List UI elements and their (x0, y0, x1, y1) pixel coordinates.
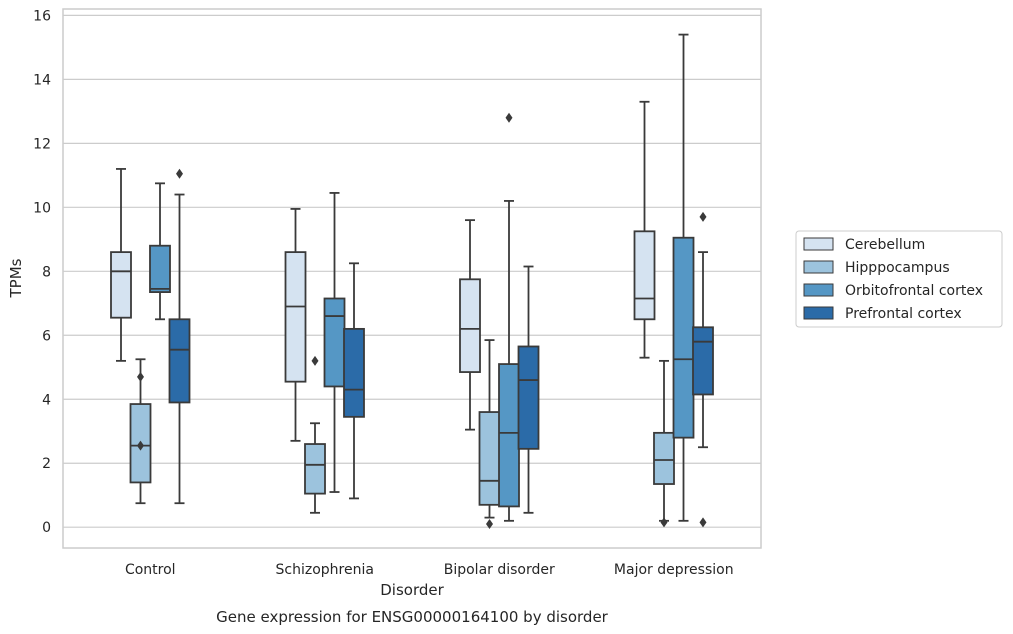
y-tick-label: 6 (42, 328, 51, 344)
box-iqr (323, 297, 346, 388)
outlier-point (137, 371, 144, 382)
box-iqr (149, 244, 171, 293)
box-orbitofrontal-cortex (498, 112, 520, 522)
y-tick-label: 14 (33, 72, 51, 88)
box-orbitofrontal-cortex (149, 182, 171, 321)
x-tick-label: Control (125, 562, 176, 578)
box-hipppocampus (653, 359, 675, 528)
y-axis-label: TPMs (7, 258, 25, 298)
outlier-point (699, 517, 707, 528)
box-iqr (459, 278, 481, 373)
legend-label: Prefrontal cortex (845, 306, 962, 322)
box-iqr (517, 345, 540, 450)
boxes-layer (110, 33, 714, 530)
box-prefrontal-cortex (343, 262, 365, 500)
legend-swatch (803, 237, 834, 251)
x-axis-label: Disorder (380, 581, 444, 599)
box-iqr (672, 236, 695, 439)
box-iqr (478, 411, 501, 506)
box-prefrontal-cortex (692, 211, 714, 528)
x-axis-ticks: Control Schizophrenia Bipolar disorder Majo… (125, 562, 734, 578)
box-hipppocampus (304, 355, 326, 514)
y-tick-label: 4 (42, 392, 51, 408)
x-tick-label: Bipolar disorder (444, 562, 555, 578)
outlier-point (311, 355, 319, 366)
box-orbitofrontal-cortex (323, 192, 346, 493)
box-cerebellum (284, 208, 307, 442)
legend: Cerebellum Hipppocampus Orbitofrontal cort… (795, 230, 1003, 328)
outlier-point (176, 168, 183, 179)
legend-frame (795, 230, 1003, 328)
x-tick-label: Schizophrenia (276, 562, 374, 578)
box-cerebellum (633, 100, 656, 359)
outlier-point (486, 519, 493, 530)
y-tick-label: 12 (33, 136, 51, 152)
box-iqr (343, 327, 365, 418)
box-iqr (284, 251, 307, 383)
box-iqr (168, 318, 191, 404)
legend-swatch (803, 260, 834, 274)
outlier-point (505, 112, 513, 123)
y-tick-label: 16 (33, 8, 51, 24)
box-iqr (653, 431, 675, 485)
box-iqr (304, 443, 326, 495)
y-tick-label: 8 (42, 264, 51, 280)
box-cerebellum (459, 219, 481, 431)
y-tick-label: 10 (33, 200, 51, 216)
box-hipppocampus (129, 358, 152, 505)
outlier-point (660, 517, 668, 528)
legend-label: Hipppocampus (845, 260, 950, 276)
box-iqr (498, 363, 520, 508)
outlier-point (699, 211, 707, 222)
y-axis-ticks: 0 2 4 6 8 10 12 14 16 (33, 8, 51, 536)
y-tick-label: 0 (42, 520, 51, 536)
legend-label: Orbitofrontal cortex (845, 283, 983, 299)
outlier-point (137, 440, 144, 451)
y-tick-label: 2 (42, 456, 51, 472)
box-iqr (110, 251, 132, 319)
chart-title: Gene expression for ENSG00000164100 by d… (216, 608, 609, 626)
box-orbitofrontal-cortex (672, 33, 695, 522)
legend-swatch (803, 283, 834, 297)
box-cerebellum (110, 168, 132, 362)
x-tick-label: Major depression (614, 562, 734, 578)
legend-label: Cerebellum (845, 237, 925, 253)
box-iqr (633, 230, 656, 321)
box-prefrontal-cortex (517, 265, 540, 514)
box-prefrontal-cortex (168, 168, 191, 505)
box-iqr (692, 326, 714, 396)
legend-swatch (803, 306, 834, 320)
